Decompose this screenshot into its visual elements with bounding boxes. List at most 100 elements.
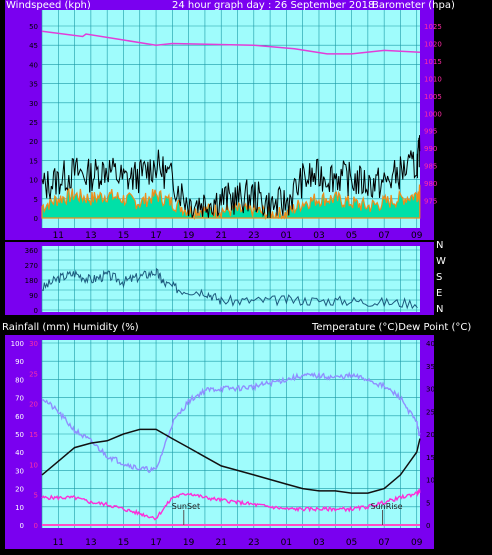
temperature-line [41,428,421,494]
temperature-y-tick: 0 [426,522,430,530]
temperature-y-tick: 30 [426,386,435,394]
rain-humidity-title: Rainfall (mm) Humidity (%) [2,322,139,333]
graph-day-title: 24 hour graph day : 26 September 2018 [172,0,374,11]
compass-label: W [436,256,446,267]
barometer-y-tick: 1025 [424,23,442,31]
direction-y-tick: 0 [34,307,38,315]
compass-label: S [436,272,442,283]
compass-label: N [436,304,443,315]
top-x-tick: 05 [346,231,357,241]
barometer-y-tick: 1015 [424,58,442,66]
rainfall-y-tick: 15 [29,431,38,439]
barometer-y-tick: 975 [424,198,437,206]
rainfall-y-tick: 5 [34,492,38,500]
temp-dewpoint-title: Temperature (°C)Dew Point (°C) [311,322,471,333]
bottom-x-tick: 05 [346,538,357,548]
barometer-line [41,30,421,55]
windspeed-y-tick: 50 [29,23,38,31]
top-x-tick: 03 [313,231,324,241]
windspeed-y-tick: 15 [29,157,38,165]
humidity-y-tick: 20 [15,486,24,494]
bottom-x-tick: 23 [248,538,259,548]
humidity-y-tick: 60 [15,413,24,421]
bottom-x-tick: 03 [313,538,324,548]
top-x-tick: 23 [248,231,259,241]
humidity-y-tick: 30 [15,467,24,475]
windspeed-line [41,135,421,219]
barometer-y-tick: 1010 [424,75,442,83]
top-plot-area [42,10,420,228]
temperature-y-tick: 40 [426,340,435,348]
windspeed-y-tick: 25 [29,119,38,127]
top-x-tick: 21 [215,231,226,241]
wind-direction-line [41,267,418,310]
humidity-y-tick: 10 [15,504,24,512]
data-series [41,30,421,526]
windspeed-y-tick: 20 [29,138,38,146]
sun-marker-label: SunRise [371,502,403,511]
humidity-y-tick: 50 [15,431,24,439]
temperature-y-tick: 10 [426,477,435,485]
windspeed-y-tick: 10 [29,177,38,185]
barometer-y-tick: 1020 [424,40,442,48]
windspeed-title: Windspeed (kph) [6,0,91,11]
top-x-tick: 11 [53,231,64,241]
top-x-tick: 01 [281,231,292,241]
humidity-y-tick: 100 [11,340,24,348]
wind-average-area [41,184,421,221]
rainfall-y-tick: 30 [29,340,38,348]
humidity-y-tick: 70 [15,395,24,403]
bottom-x-tick: 11 [53,538,64,548]
windspeed-y-tick: 5 [34,196,38,204]
temperature-y-tick: 20 [426,431,435,439]
bottom-x-tick: 07 [378,538,389,548]
humidity-y-tick: 40 [15,449,24,457]
sun-marker-label: SunSet [172,502,200,511]
windspeed-y-tick: 45 [29,42,38,50]
direction-y-tick: 90 [29,292,38,300]
windspeed-y-tick: 0 [34,215,38,223]
top-x-tick: 19 [183,231,195,241]
bottom-x-tick: 15 [118,538,129,548]
barometer-y-tick: 980 [424,180,437,188]
top-x-tick: 07 [378,231,389,241]
bottom-x-tick: 13 [85,538,96,548]
bottom-x-tick: 19 [183,538,195,548]
barometer-y-tick: 990 [424,145,437,153]
direction-y-tick: 270 [25,262,38,270]
axis-labels: 0510152025303540455097598098599099510001… [11,23,446,548]
bottom-x-tick: 09 [411,538,423,548]
temperature-y-tick: 5 [426,499,430,507]
top-x-tick: 13 [85,231,96,241]
barometer-y-tick: 985 [424,163,437,171]
humidity-y-tick: 90 [15,358,24,366]
humidity-line [41,370,421,474]
barometer-title: Barometer (hpa) [372,0,455,11]
barometer-y-tick: 1000 [424,110,442,118]
bottom-x-tick: 21 [215,538,226,548]
temperature-y-tick: 15 [426,454,435,462]
rainfall-y-tick: 0 [34,522,38,530]
humidity-y-tick: 80 [15,376,24,384]
rainfall-y-tick: 20 [29,401,38,409]
windspeed-y-tick: 35 [29,81,38,89]
barometer-y-tick: 1005 [424,93,442,101]
top-x-tick: 09 [411,231,423,241]
compass-label: E [436,288,442,299]
direction-y-tick: 360 [25,247,38,255]
temperature-y-tick: 25 [426,408,435,416]
dewpoint-line [41,488,421,521]
top-x-tick: 17 [150,231,161,241]
bottom-x-tick: 17 [150,538,161,548]
rainfall-y-tick: 25 [29,370,38,378]
top-x-tick: 15 [118,231,129,241]
windspeed-y-tick: 30 [29,100,38,108]
bottom-x-tick: 01 [281,538,292,548]
windspeed-y-tick: 40 [29,61,38,69]
temperature-y-tick: 35 [426,363,435,371]
humidity-y-tick: 0 [20,522,24,530]
rainfall-y-tick: 10 [29,461,38,469]
compass-label: N [436,240,443,251]
